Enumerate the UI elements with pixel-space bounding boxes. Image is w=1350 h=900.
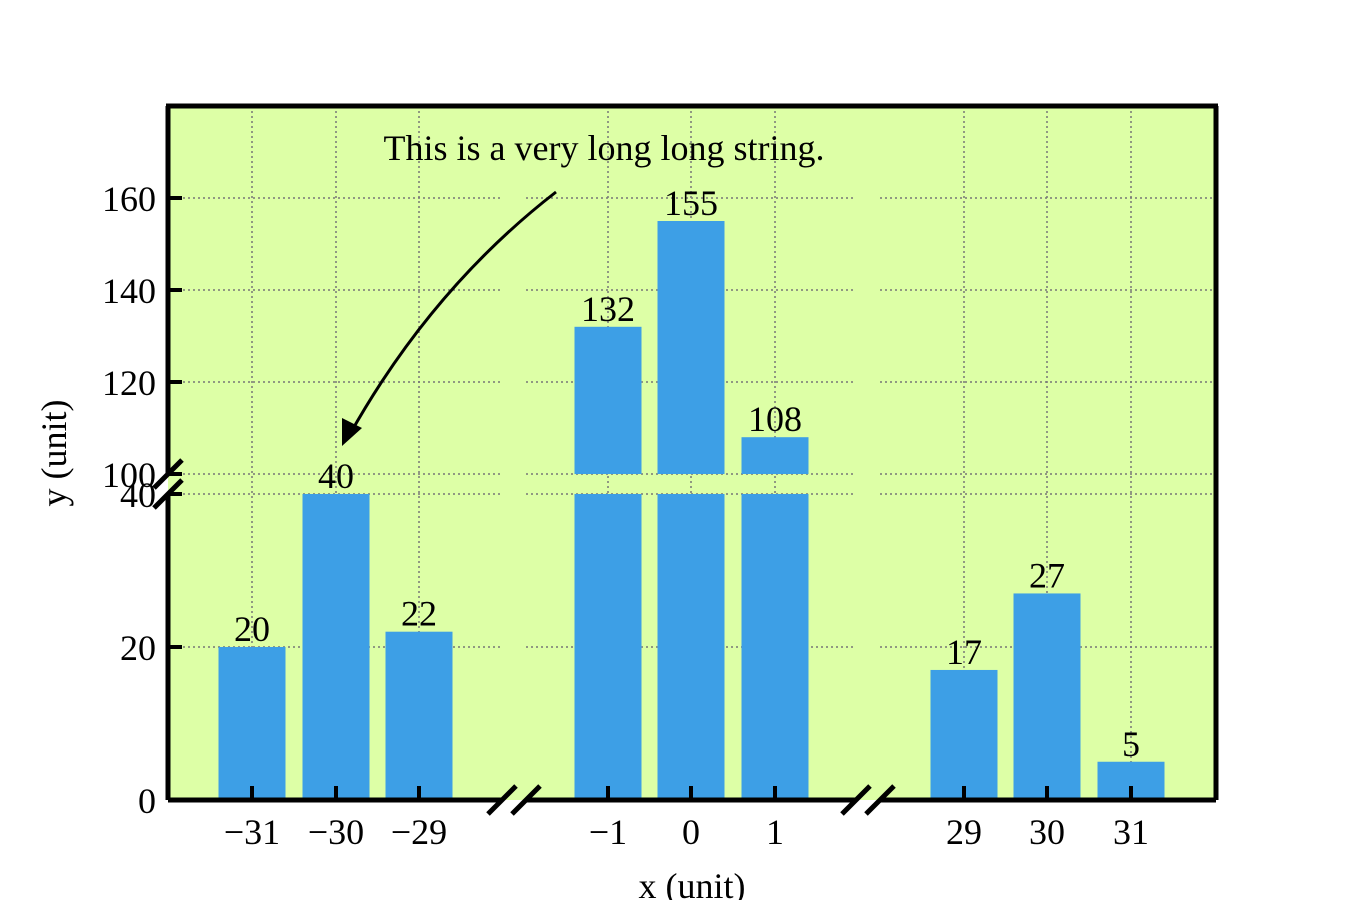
x-break-mark xyxy=(510,784,542,816)
x-tick-label: −29 xyxy=(391,812,447,852)
x-break-mark xyxy=(486,784,518,816)
bar-value-label: 132 xyxy=(581,289,635,329)
y-tick-label: 140 xyxy=(102,271,156,311)
y-tick-label: 100 xyxy=(102,455,156,495)
bar-upper-part xyxy=(657,221,725,474)
bar xyxy=(1013,593,1081,800)
bar xyxy=(218,647,286,800)
arrow-head xyxy=(342,418,362,446)
bar xyxy=(657,494,725,800)
bar xyxy=(302,494,370,800)
y-tick-label: 120 xyxy=(102,363,156,403)
x-tick-label: 0 xyxy=(682,812,700,852)
bar xyxy=(574,494,642,800)
y-tick-label: 160 xyxy=(102,179,156,219)
bar xyxy=(741,494,809,800)
y-tick-label: 40 xyxy=(120,475,156,515)
bar-value-label: 22 xyxy=(401,594,437,634)
x-tick-label: −1 xyxy=(589,812,627,852)
bar-value-label: 40 xyxy=(318,456,354,496)
bars xyxy=(218,221,1165,800)
bar xyxy=(930,669,998,800)
x-tick-label: 30 xyxy=(1029,812,1065,852)
annotation-text: This is a very long long string. xyxy=(384,128,825,168)
bar-value-label: 155 xyxy=(664,183,718,223)
bar-upper-part xyxy=(741,437,809,474)
annotation-arrow xyxy=(342,190,557,446)
x-axis-label: x (unit) xyxy=(639,866,746,900)
x-break-mark xyxy=(840,784,872,816)
x-tick-label: −31 xyxy=(224,812,280,852)
bar xyxy=(385,631,453,800)
x-tick-label: 29 xyxy=(946,812,982,852)
x-tick-label: 31 xyxy=(1113,812,1149,852)
y-axis-label: y (unit) xyxy=(34,400,74,507)
bar-upper-part xyxy=(574,326,642,474)
bar-value-label: 17 xyxy=(946,632,982,672)
bar-value-label: 5 xyxy=(1122,724,1140,764)
y-tick-label: 0 xyxy=(138,781,156,821)
arrow-shaft xyxy=(348,190,557,435)
bar-value-label: 27 xyxy=(1029,555,1065,595)
x-tick-label: 1 xyxy=(766,812,784,852)
x-break-mark xyxy=(864,784,896,816)
bar-value-label: 108 xyxy=(748,399,802,439)
y-tick-label: 20 xyxy=(120,628,156,668)
x-tick-label: −30 xyxy=(308,812,364,852)
bar-labels: 20 40 22 132 155 108 17 27 5 xyxy=(234,183,1140,764)
bar-value-label: 20 xyxy=(234,609,270,649)
